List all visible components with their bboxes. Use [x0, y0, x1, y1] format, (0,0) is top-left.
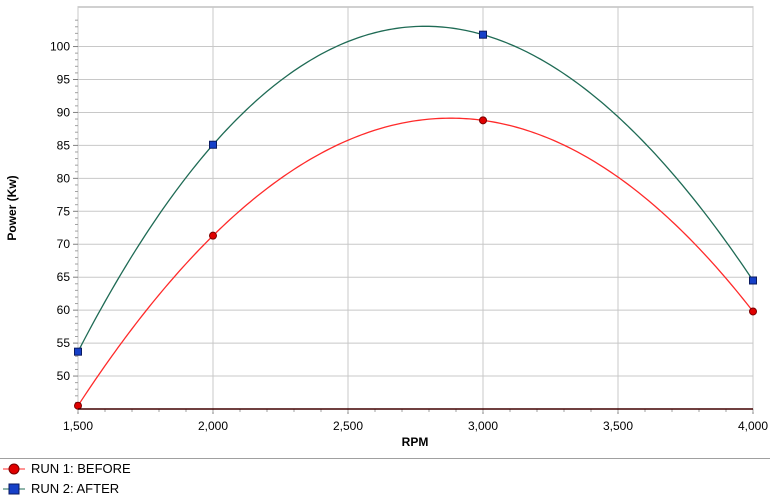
- y-tick-label: 95: [57, 72, 71, 86]
- data-point-run-1[interactable]: [74, 401, 82, 410]
- y-axis-title: Power (Kw): [5, 175, 19, 240]
- legend-label-run-2: RUN 2: AFTER: [31, 481, 120, 496]
- data-point-run-2[interactable]: [74, 347, 82, 356]
- y-tick-label: 100: [50, 40, 70, 54]
- x-axis-ticks: 1,500 2,000 2,500 3,000 3,500 4,000: [63, 409, 768, 433]
- legend-item-run-2[interactable]: RUN 2: AFTER: [0, 479, 770, 499]
- y-tick-label: 75: [57, 204, 71, 218]
- circle-marker-icon: [3, 463, 25, 475]
- x-tick-label: 1,500: [63, 419, 93, 433]
- series-line-2: [77, 25, 754, 352]
- legend-item-run-1[interactable]: RUN 1: BEFORE: [0, 459, 770, 479]
- x-tick-label: 3,000: [468, 419, 498, 433]
- grid-lines: [77, 7, 754, 409]
- y-tick-label: 70: [57, 237, 71, 251]
- y-tick-label: 90: [57, 105, 71, 119]
- plot-area: [77, 6, 754, 410]
- y-tick-label: 55: [57, 336, 71, 350]
- y-tick-label: 65: [57, 270, 71, 284]
- y-tick-label: 85: [57, 138, 71, 152]
- data-point-run-2[interactable]: [209, 140, 217, 149]
- x-tick-label: 3,500: [603, 419, 633, 433]
- data-point-run-2[interactable]: [479, 30, 487, 39]
- square-marker-icon: [3, 483, 25, 495]
- x-tick-label: 4,000: [738, 419, 768, 433]
- x-tick-label: 2,000: [198, 419, 228, 433]
- series-line-1: [77, 117, 754, 407]
- y-tick-label: 50: [57, 369, 71, 383]
- power-chart: 1,500 2,000 2,500 3,000 3,500 4,000 50 55 60 65 7…: [5, 6, 768, 449]
- series-layer: [74, 25, 757, 410]
- y-axis-ticks: 50 55 60 65 70 75 80 85 90 95 100: [50, 19, 78, 403]
- x-tick-label: 2,500: [333, 419, 363, 433]
- y-tick-label: 80: [57, 171, 71, 185]
- legend-label-run-1: RUN 1: BEFORE: [31, 461, 131, 476]
- x-axis-title: RPM: [402, 435, 429, 449]
- legend: RUN 1: BEFORE RUN 2: AFTER: [0, 458, 770, 499]
- data-point-run-2[interactable]: [749, 276, 757, 285]
- data-point-run-1[interactable]: [479, 116, 487, 125]
- y-tick-label: 60: [57, 303, 71, 317]
- data-point-run-1[interactable]: [209, 231, 217, 240]
- data-point-run-1[interactable]: [749, 307, 757, 316]
